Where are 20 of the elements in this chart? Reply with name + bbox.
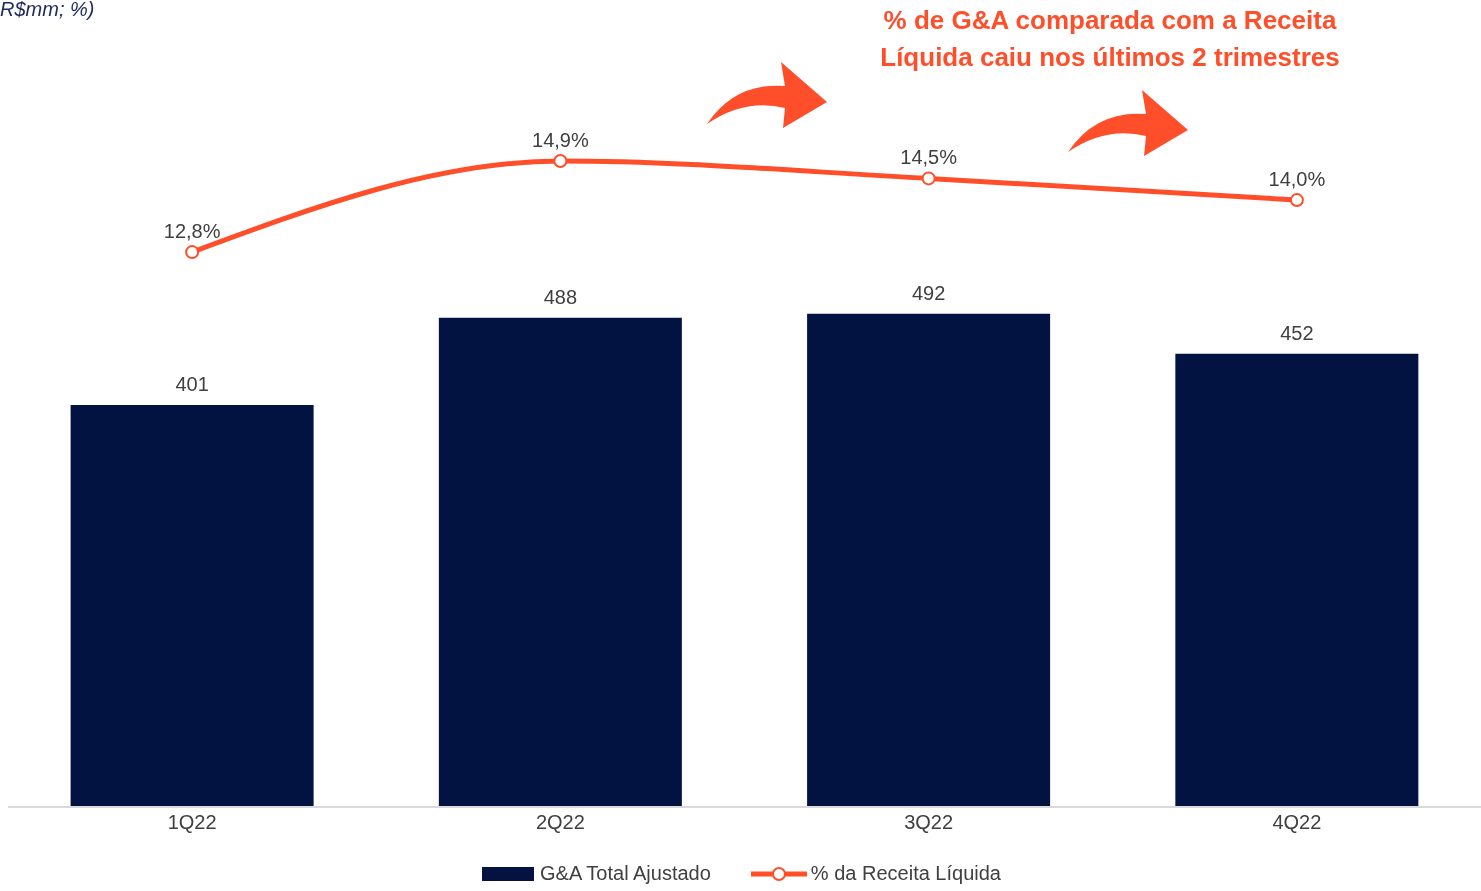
- data-label: 14,0%: [1268, 168, 1326, 191]
- data-label: 452: [1280, 321, 1314, 344]
- x-tick-label: 1Q22: [167, 811, 217, 834]
- data-label: 488: [543, 285, 578, 308]
- x-tick-label: 4Q22: [1272, 811, 1322, 834]
- data-label: 14,5%: [900, 146, 958, 169]
- data-label: 492: [911, 281, 946, 304]
- x-tick-label: 3Q22: [904, 811, 954, 834]
- data-label: 401: [175, 373, 209, 395]
- x-tick-label: 2Q22: [535, 811, 585, 834]
- point: [553, 154, 568, 169]
- point: [1289, 193, 1304, 208]
- chart-subtitle: R$mm; %): [0, 0, 95, 21]
- point: [185, 245, 200, 260]
- legend-label: % da Receita Líquida: [810, 862, 1001, 885]
- legend-label: G&A Total Ajustado: [540, 862, 711, 885]
- data-label: 12,8%: [163, 220, 221, 243]
- annotation: % de G&A comparada com a Receita Líquida caiu nos últimos 2 trimestres: [879, 4, 1341, 74]
- point: [921, 171, 936, 186]
- data-label: 14,9%: [532, 129, 589, 152]
